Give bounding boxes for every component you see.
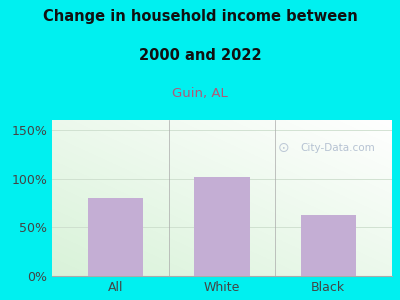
Text: ⊙: ⊙ bbox=[278, 141, 290, 155]
Bar bbox=[301, 214, 356, 276]
Text: 2000 and 2022: 2000 and 2022 bbox=[139, 48, 261, 63]
Text: Guin, AL: Guin, AL bbox=[172, 87, 228, 100]
Text: Change in household income between: Change in household income between bbox=[43, 9, 357, 24]
Bar bbox=[88, 198, 143, 276]
Bar bbox=[194, 176, 250, 276]
Text: City-Data.com: City-Data.com bbox=[300, 143, 375, 153]
